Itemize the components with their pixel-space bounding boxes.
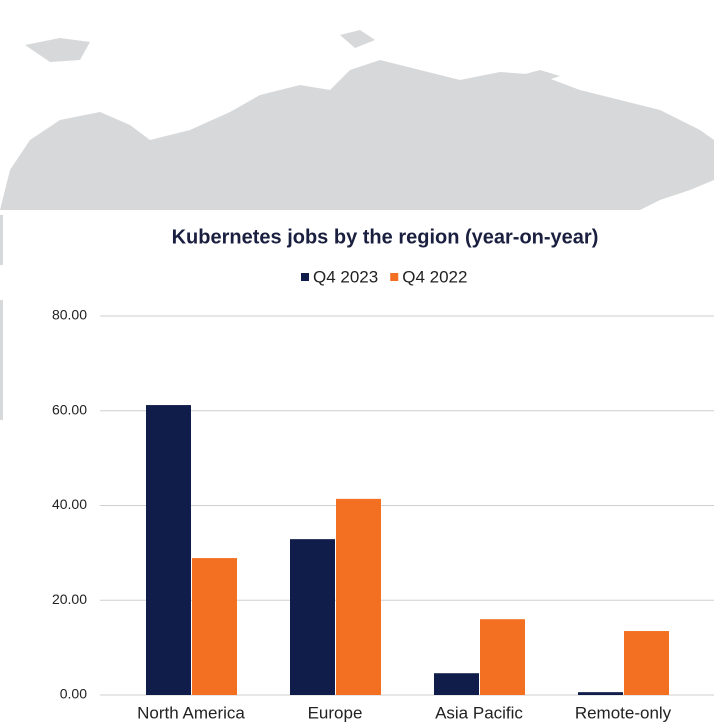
legend-swatch <box>390 273 399 281</box>
bar <box>290 539 335 695</box>
chart-title: Kubernetes jobs by the region (year-on-y… <box>172 226 599 248</box>
x-tick-label: Remote-only <box>575 703 672 722</box>
legend-swatch <box>301 273 309 281</box>
x-tick-label: Europe <box>308 703 363 722</box>
x-tick-label: North America <box>137 703 245 722</box>
map-decoration <box>0 30 714 420</box>
bar <box>146 405 191 695</box>
legend-label: Q4 2022 <box>402 267 467 286</box>
y-tick-label: 40.00 <box>52 496 87 512</box>
bar <box>192 558 237 695</box>
bar <box>480 619 525 695</box>
legend-label: Q4 2023 <box>313 267 378 286</box>
x-tick-label: Asia Pacific <box>435 703 523 722</box>
y-tick-label: 80.00 <box>52 307 87 323</box>
bar <box>336 498 381 695</box>
y-tick-label: 60.00 <box>52 401 87 417</box>
y-tick-label: 0.00 <box>60 686 87 702</box>
bar <box>578 692 623 695</box>
y-tick-label: 20.00 <box>52 591 87 607</box>
bar <box>434 673 479 695</box>
bar <box>624 631 669 695</box>
